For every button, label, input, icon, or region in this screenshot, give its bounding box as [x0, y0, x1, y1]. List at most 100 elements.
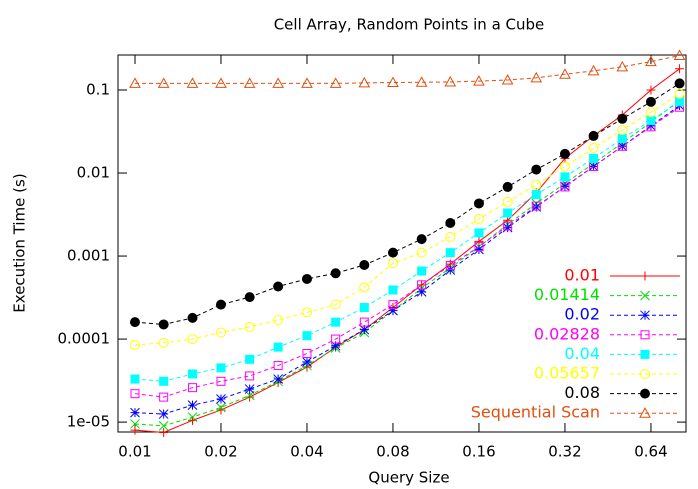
marker: [473, 198, 484, 209]
legend-label: 0.02: [564, 305, 600, 324]
legend-label: 0.08: [564, 383, 600, 402]
marker: [639, 407, 651, 418]
marker: [388, 285, 398, 295]
marker: [474, 244, 484, 255]
marker: [187, 400, 198, 411]
marker: [387, 258, 398, 269]
legend-label: 0.04: [564, 344, 600, 363]
marker: [387, 247, 398, 258]
legend-label: 0.02828: [534, 324, 600, 343]
marker: [617, 113, 628, 124]
legend-label: 0.01414: [534, 285, 600, 304]
marker: [245, 371, 255, 381]
marker: [617, 134, 627, 144]
marker: [216, 376, 226, 386]
marker: [244, 321, 255, 332]
marker: [216, 363, 226, 373]
marker: [244, 292, 255, 303]
marker: [388, 305, 398, 316]
marker: [640, 388, 650, 399]
marker: [130, 389, 140, 399]
x-tick-label: 0.64: [634, 443, 667, 461]
marker: [531, 190, 541, 200]
series-line: [134, 99, 680, 427]
marker: [188, 383, 198, 393]
marker: [416, 247, 427, 258]
marker: [359, 303, 369, 313]
marker: [640, 349, 650, 359]
x-tick-label: 0.08: [376, 443, 409, 461]
marker: [158, 409, 169, 419]
marker: [359, 260, 370, 271]
series-line: [134, 101, 680, 382]
marker: [273, 314, 284, 325]
marker: [589, 153, 599, 163]
marker: [640, 369, 650, 379]
marker: [159, 392, 169, 402]
marker: [531, 179, 542, 190]
marker: [417, 266, 427, 276]
marker: [445, 260, 455, 270]
marker: [273, 361, 283, 371]
marker: [301, 307, 312, 318]
marker: [640, 290, 650, 301]
marker: [501, 73, 514, 85]
marker: [645, 55, 657, 67]
x-tick-label: 0.01: [118, 443, 151, 461]
marker: [616, 60, 629, 72]
marker: [417, 280, 427, 290]
marker: [387, 76, 399, 88]
marker: [646, 85, 656, 95]
marker: [187, 412, 198, 422]
marker: [444, 75, 457, 87]
marker: [215, 327, 226, 338]
marker: [559, 161, 570, 172]
marker: [359, 282, 370, 293]
marker: [416, 234, 427, 245]
marker: [187, 334, 198, 345]
marker: [617, 124, 628, 135]
marker: [640, 330, 650, 340]
marker: [130, 419, 140, 429]
marker: [273, 342, 283, 352]
marker: [157, 77, 170, 88]
y-axis-label: Execution Time (s): [11, 173, 29, 312]
marker: [130, 425, 140, 435]
marker: [503, 221, 513, 231]
marker: [645, 96, 656, 107]
marker: [215, 299, 226, 310]
series-line: [134, 55, 680, 84]
marker: [329, 77, 342, 88]
marker: [559, 148, 570, 159]
marker: [415, 76, 428, 87]
marker: [473, 213, 484, 224]
marker: [302, 357, 312, 367]
series-line: [134, 105, 680, 415]
marker: [331, 317, 341, 327]
marker: [244, 384, 255, 394]
marker: [216, 394, 226, 404]
marker: [503, 208, 513, 218]
marker: [301, 77, 313, 88]
y-tick-label: 0.01: [77, 164, 110, 182]
marker: [245, 392, 255, 402]
marker: [559, 68, 571, 79]
x-tick-label: 0.32: [548, 443, 581, 461]
marker: [301, 273, 312, 284]
marker: [445, 231, 456, 242]
marker: [158, 319, 169, 330]
marker: [129, 339, 140, 350]
marker: [502, 196, 513, 207]
marker: [474, 228, 484, 238]
marker: [645, 107, 656, 118]
marker: [187, 312, 198, 323]
marker: [640, 310, 650, 321]
marker: [331, 334, 341, 344]
marker: [388, 300, 398, 310]
x-tick-label: 0.04: [290, 443, 323, 461]
marker: [445, 248, 455, 258]
marker: [330, 268, 341, 279]
marker: [673, 49, 686, 61]
marker: [129, 77, 141, 88]
